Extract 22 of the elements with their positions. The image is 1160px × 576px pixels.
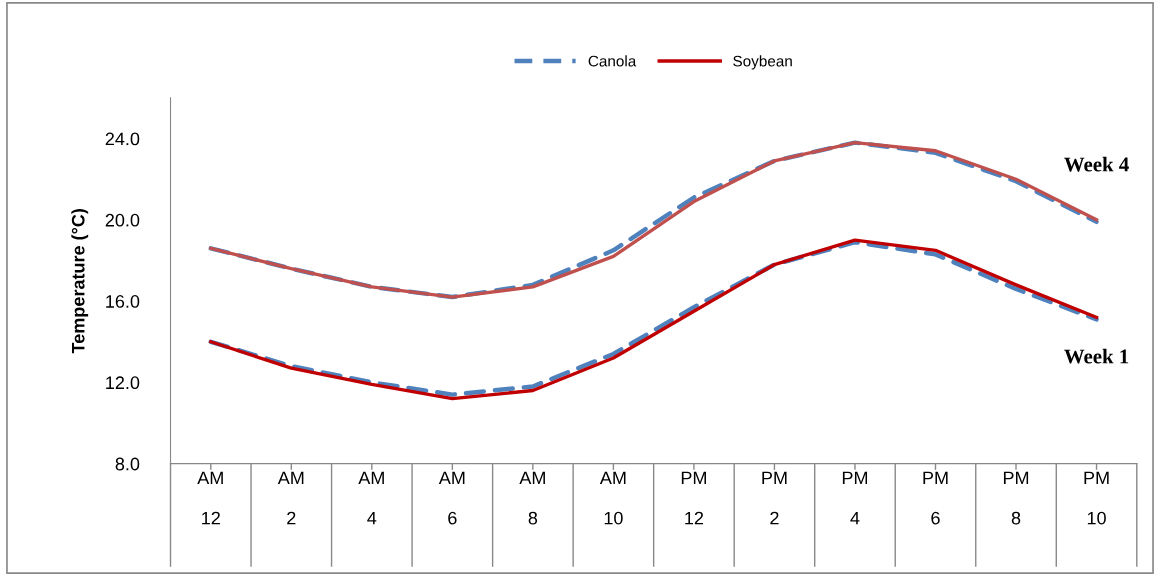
y-tick-label: 12.0 bbox=[106, 376, 140, 390]
y-tick-label: 8.0 bbox=[115, 457, 140, 471]
category-label: PM 12 bbox=[681, 471, 706, 525]
y-tick-label: 24.0 bbox=[105, 132, 140, 146]
category-label: PM 10 bbox=[1084, 471, 1109, 525]
category-label: AM 12 bbox=[197, 471, 223, 525]
category-label: AM 10 bbox=[599, 471, 626, 525]
annotation: Week 1 bbox=[1064, 348, 1129, 364]
y-tick-label: 20.0 bbox=[105, 213, 140, 227]
category-label: PM 6 bbox=[923, 471, 948, 525]
y-tick-label: 16.0 bbox=[106, 295, 140, 308]
legend-label: Canola bbox=[588, 55, 637, 67]
legend-label: Soybean bbox=[733, 55, 792, 70]
category-label: AM 2 bbox=[277, 471, 304, 525]
y-axis-title: Temperature (°C) bbox=[71, 209, 89, 354]
category-label: PM 4 bbox=[842, 471, 868, 525]
category-label: AM 4 bbox=[358, 471, 384, 525]
category-label: AM 8 bbox=[519, 471, 545, 525]
category-label: AM 6 bbox=[438, 471, 465, 525]
annotation: Week 4 bbox=[1064, 156, 1129, 172]
category-label: PM 2 bbox=[762, 471, 787, 525]
category-label: PM 8 bbox=[1003, 471, 1029, 525]
